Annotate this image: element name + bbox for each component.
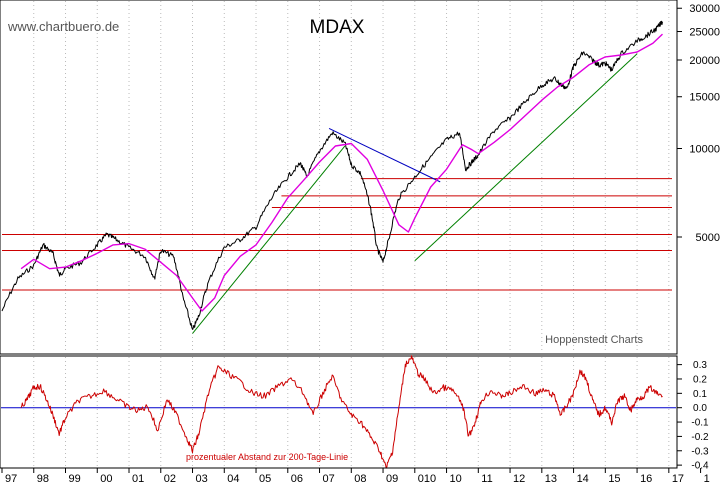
x-tick-label: 10 <box>450 473 462 485</box>
x-axis: 97 98 99 00 01 02 03 04 05 06 07 08 09 010 10 11 12 13 14 1… <box>0 467 710 485</box>
chart-title: MDAX <box>310 17 365 38</box>
x-tick-label: 17 <box>672 473 684 485</box>
x-tick-label: 13 <box>545 473 557 485</box>
x-tick-label: 01 <box>132 473 144 485</box>
x-axis-ticks: 97 98 99 00 01 02 03 04 05 06 07 08 09 010 10 11 12 13 14 1… <box>1 468 710 485</box>
oscillator-y-tick-label: 0.1 <box>693 389 707 400</box>
source-label: Hoppenstedt Charts <box>545 334 643 346</box>
x-tick-label: 11 <box>481 473 492 485</box>
x-tick-label: 02 <box>164 473 176 485</box>
oscillator-caption: prozentualer Abstand zur 200-Tage-Linie <box>186 452 348 462</box>
x-tick-label: 99 <box>69 473 81 485</box>
x-tick-label: 07 <box>323 473 335 485</box>
oscillator-y-tick-label: -0.1 <box>691 418 709 429</box>
x-tick-label: 97 <box>5 473 17 485</box>
main-panel-frame <box>0 0 678 355</box>
y-tick-label: 5000 <box>696 232 720 244</box>
oscillator-y-tick-label: 0.3 <box>693 360 707 371</box>
moving-average-line <box>20 33 663 312</box>
watermark: www.chartbuero.de <box>7 19 119 34</box>
y-tick-label: 30000 <box>689 3 720 15</box>
main-series <box>1 20 663 330</box>
oscillator-y-tick-label: -0.2 <box>691 432 709 443</box>
x-tick-label: 98 <box>37 473 49 485</box>
oscillator-series <box>20 355 663 469</box>
oscillator-y-tick-label: -0.4 <box>691 461 709 472</box>
oscillator-y-tick-label: 0.0 <box>693 403 707 414</box>
trendline <box>414 53 638 262</box>
x-tick-label: 1 <box>704 473 710 485</box>
oscillator-y-axis-ticks: 0.3 0.2 0.1 0.0 -0.1 -0.2 -0.3 -0.4 <box>677 360 709 472</box>
x-tick-label: 00 <box>100 473 112 485</box>
trendline <box>328 128 441 183</box>
oscillator-panel: 0.3 0.2 0.1 0.0 -0.1 -0.2 -0.3 -0.4 prozentuale… <box>0 355 709 472</box>
y-tick-label: 20000 <box>689 55 720 67</box>
oscillator-line <box>20 355 663 469</box>
trendlines <box>192 53 638 334</box>
x-tick-label: 08 <box>354 473 366 485</box>
main-y-axis-ticks: 30000 25000 20000 15000 10000 5000 <box>677 3 720 244</box>
x-tick-label: 04 <box>227 473 239 485</box>
x-tick-label: 14 <box>577 473 589 485</box>
main-panel: 30000 25000 20000 15000 10000 5000 www.chartb… <box>0 0 720 355</box>
x-tick-label: 03 <box>196 473 208 485</box>
y-tick-label: 25000 <box>689 27 720 39</box>
oscillator-y-tick-label: 0.2 <box>693 374 707 385</box>
x-tick-label: 09 <box>386 473 398 485</box>
mdax-price-line <box>1 20 663 330</box>
x-tick-label: 15 <box>608 473 620 485</box>
oscillator-y-tick-label: -0.3 <box>691 446 709 457</box>
x-tick-label: 05 <box>259 473 271 485</box>
x-tick-label: 16 <box>640 473 652 485</box>
x-tick-label: 06 <box>291 473 303 485</box>
y-tick-label: 10000 <box>689 144 720 156</box>
x-tick-label: 12 <box>513 473 525 485</box>
x-tick-label: 010 <box>418 473 436 485</box>
trendline <box>192 145 346 334</box>
y-tick-label: 15000 <box>689 92 720 104</box>
